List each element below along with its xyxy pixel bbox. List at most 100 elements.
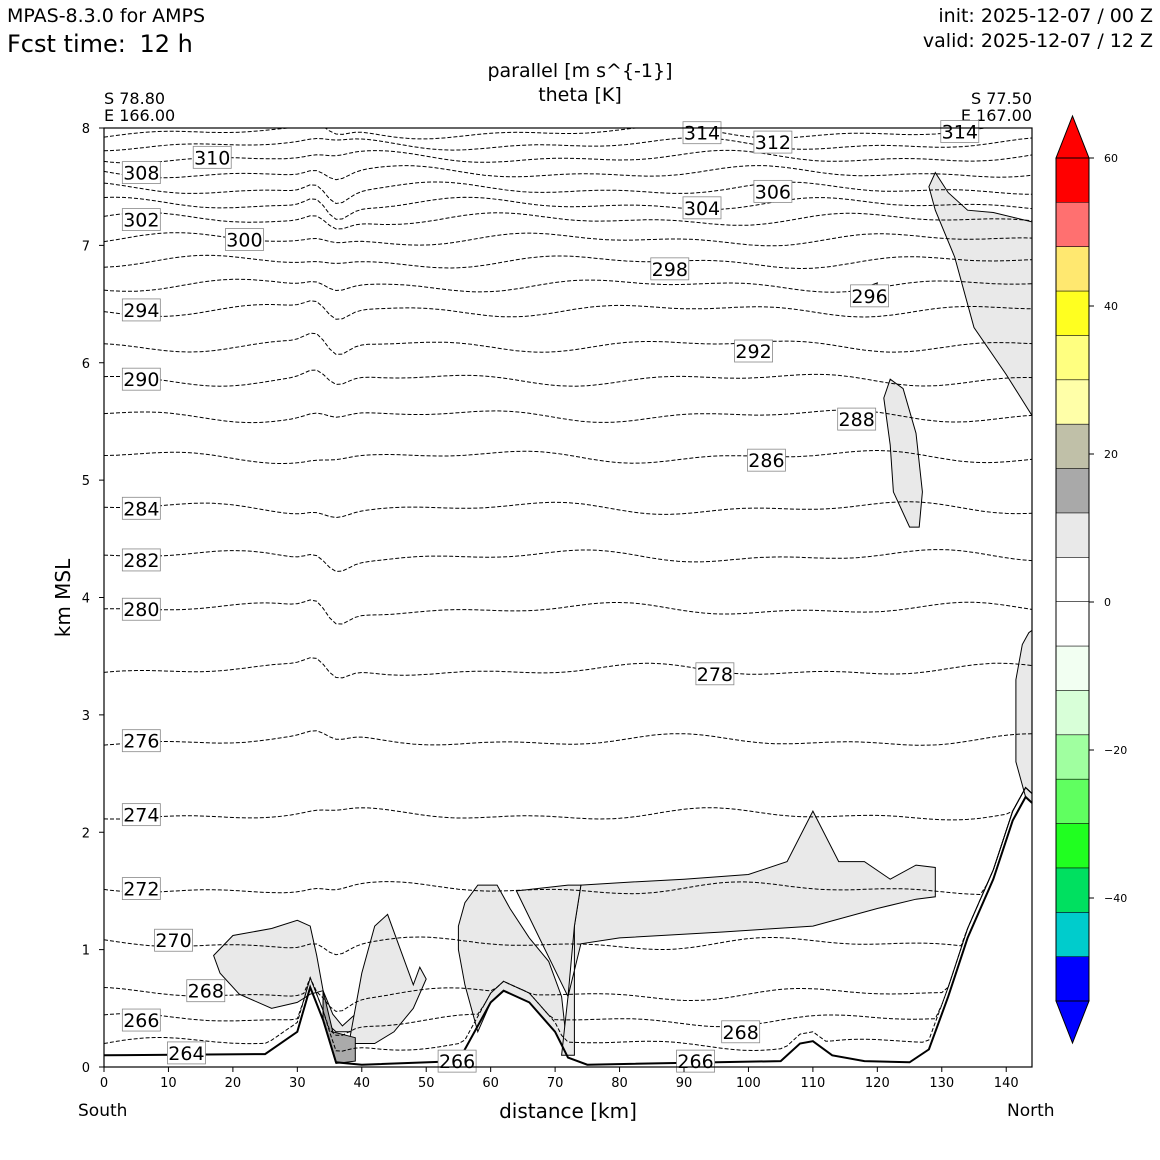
colorbar-bin [1056, 202, 1089, 248]
contour-label-box [121, 161, 161, 185]
theta-contour-292 [104, 332, 1032, 355]
contour-label-box [753, 130, 793, 154]
y-tick-label: 6 [82, 357, 90, 372]
x-tick-label: 70 [547, 1076, 564, 1091]
contour-label: 300 [225, 228, 264, 252]
colorbar-tick-label: 60 [1104, 152, 1118, 165]
contour-label: 292 [734, 339, 773, 363]
y-tick-label: 0 [82, 1061, 90, 1076]
direction-south: South [78, 1101, 128, 1121]
contour-label-box [121, 803, 161, 827]
contour-label-text: 282 [123, 550, 159, 572]
contour-label: 286 [747, 448, 786, 472]
shaded-region [561, 810, 936, 1056]
contour-label: 290 [121, 367, 161, 391]
contour-label: 306 [753, 179, 793, 203]
left-endpoint: S 78.80 E 166.00 [104, 90, 175, 124]
x-tick-label: 90 [676, 1076, 693, 1091]
contour-label-box [121, 877, 161, 900]
colorbar: 60 40 20 0 −20 −40 [1055, 114, 1127, 1045]
contour-label-text: 310 [194, 147, 230, 169]
theta-contour-284 [104, 501, 1032, 519]
y-tick-label: 8 [82, 122, 90, 137]
forecast-time-label: Fcst time: [7, 30, 126, 58]
x-tick-label: 130 [929, 1076, 954, 1091]
colorbar-bin [1056, 601, 1089, 647]
x-axis-label: distance [km] [499, 1099, 637, 1123]
contour-label-box [154, 928, 193, 952]
colorbar-bin [1056, 779, 1089, 825]
contour-label-text: 284 [123, 498, 159, 520]
contour-label: 288 [837, 407, 877, 431]
contour-label: 280 [121, 597, 161, 621]
theta-contour-266 [104, 786, 1032, 1036]
contour-label: 294 [121, 298, 161, 322]
colorbar-bin [1056, 512, 1089, 558]
contour-label: 304 [682, 196, 722, 220]
contour-label-text: 286 [748, 450, 784, 472]
contour-label-box [721, 1020, 761, 1044]
colorbar-bin [1056, 379, 1089, 425]
colorbar-tick-label: 40 [1104, 300, 1118, 313]
contour-label-text: 304 [684, 198, 720, 220]
theta-contour-296 [104, 278, 1032, 293]
contour-label-text: 290 [123, 369, 159, 391]
contour-label-box [747, 448, 786, 472]
x-tick-label: 10 [160, 1076, 177, 1091]
colorbar-bin [1056, 468, 1089, 514]
valid-time: valid: 2025-12-07 / 12 Z [922, 30, 1153, 52]
contour-label: 302 [121, 208, 161, 232]
colorbar-tick-label: 0 [1104, 596, 1111, 609]
y-tick-label: 3 [82, 709, 90, 724]
theta-contour-314 [104, 128, 990, 140]
contour-label: 276 [121, 729, 161, 753]
contour-label: 314 [682, 121, 722, 145]
contour-label-text: 300 [226, 230, 262, 252]
left-longitude: E 166.00 [104, 106, 176, 125]
colorbar-tick-label: 20 [1104, 448, 1118, 461]
contour-label-text: 276 [123, 731, 159, 753]
x-tick-label: 0 [100, 1076, 108, 1091]
x-tick-label: 40 [354, 1076, 371, 1091]
colorbar-bin [1056, 690, 1089, 736]
theta-contour-270 [104, 786, 1032, 956]
contour-label: 266 [121, 1008, 161, 1032]
contour-label-text: 296 [851, 286, 887, 308]
contour-label-text: 280 [123, 599, 159, 621]
colorbar-bin [1056, 424, 1089, 470]
shaded-region [515, 884, 582, 999]
contour-label-text: 306 [755, 181, 791, 203]
contour-label-box [121, 208, 161, 231]
x-tick-label: 20 [225, 1076, 242, 1091]
theta-contour-290 [104, 369, 1032, 387]
contour-label-text: 294 [123, 300, 159, 322]
colorbar-bin [1056, 823, 1089, 869]
contour-label-text: 292 [735, 341, 771, 363]
contour-label-text: 266 [677, 1051, 713, 1073]
colorbar-tick-label: −20 [1104, 744, 1127, 757]
contour-label-box [734, 339, 773, 363]
colorbar-frame [1055, 157, 1090, 1002]
contour-label: 310 [192, 145, 232, 169]
contour-label: 296 [850, 284, 889, 308]
contour-label-box [753, 179, 793, 203]
theta-contour-302 [104, 212, 1032, 230]
contour-label-box [121, 729, 161, 753]
contour-label-box [225, 228, 264, 251]
y-tick-label: 4 [82, 592, 90, 607]
theta-contour-306 [104, 181, 1032, 205]
y-tick-label: 7 [82, 239, 90, 254]
theta-contour-268 [104, 786, 1032, 1012]
shaded-region [928, 171, 1032, 417]
contour-label: 298 [650, 257, 690, 281]
contour-label-text: 314 [942, 122, 978, 144]
x-tick-label: 110 [800, 1076, 825, 1091]
contour-label-box [940, 120, 980, 143]
theta-contour-282 [104, 549, 1032, 572]
chart-title: parallel [m s^{-1}] [487, 60, 673, 82]
theta-contour-286 [104, 449, 1032, 464]
x-tick-label: 50 [418, 1076, 435, 1091]
contour-labels: 308 310 302 300 294 290 284 282 280 276 274 272 270 2… [121, 120, 980, 1073]
contour-label-text: 288 [839, 409, 875, 431]
x-tick-label: 120 [865, 1076, 890, 1091]
